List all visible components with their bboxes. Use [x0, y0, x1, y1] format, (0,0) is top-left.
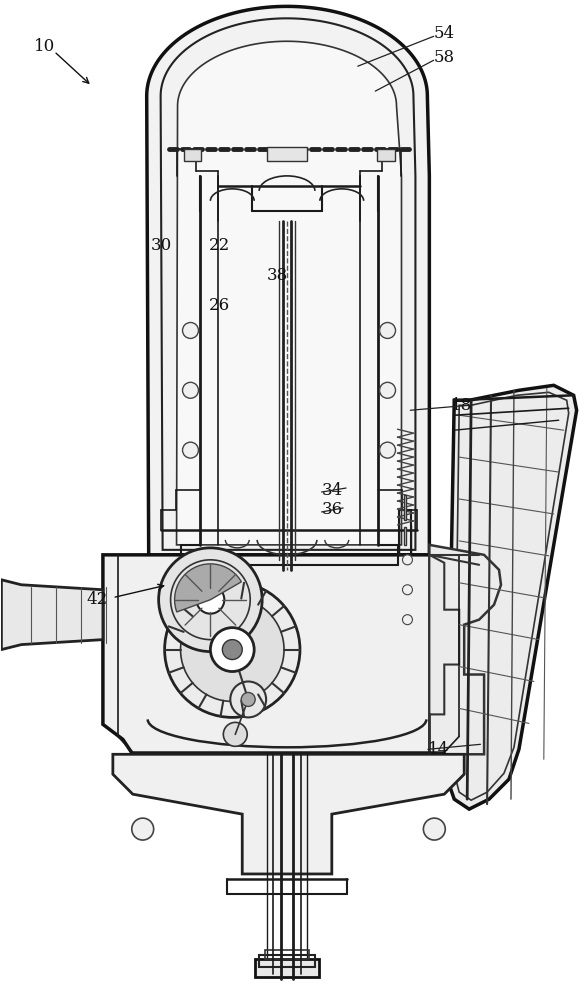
Circle shape — [183, 442, 198, 458]
Text: 30: 30 — [150, 237, 171, 254]
Circle shape — [403, 585, 413, 595]
Text: 38: 38 — [267, 267, 288, 284]
Circle shape — [183, 322, 198, 338]
Circle shape — [183, 382, 198, 398]
Text: 18: 18 — [451, 397, 473, 414]
Circle shape — [131, 818, 154, 840]
Bar — [184, 149, 201, 161]
Circle shape — [241, 692, 255, 706]
Bar — [255, 959, 319, 977]
Polygon shape — [429, 555, 459, 754]
Polygon shape — [174, 564, 241, 612]
Polygon shape — [177, 41, 402, 545]
Circle shape — [230, 681, 266, 717]
Text: 10: 10 — [33, 38, 55, 55]
Text: 42: 42 — [86, 591, 107, 608]
Text: 22: 22 — [209, 237, 230, 254]
Bar — [377, 149, 394, 161]
Circle shape — [181, 598, 284, 701]
Circle shape — [197, 586, 224, 614]
Text: 54: 54 — [434, 25, 455, 42]
Text: 14: 14 — [428, 741, 449, 758]
Polygon shape — [147, 6, 429, 555]
Circle shape — [403, 615, 413, 625]
Circle shape — [222, 640, 242, 660]
Polygon shape — [113, 754, 464, 874]
Polygon shape — [1, 580, 103, 650]
Circle shape — [403, 555, 413, 565]
Circle shape — [380, 382, 396, 398]
Circle shape — [380, 442, 396, 458]
Text: 58: 58 — [434, 49, 455, 66]
Polygon shape — [429, 545, 501, 754]
Bar — [404, 495, 406, 520]
Bar — [265, 950, 309, 959]
Bar — [404, 527, 406, 545]
Bar — [259, 955, 315, 967]
Polygon shape — [447, 385, 576, 809]
Circle shape — [223, 722, 247, 746]
Circle shape — [380, 322, 396, 338]
Text: 26: 26 — [209, 297, 230, 314]
Circle shape — [423, 818, 446, 840]
Text: 34: 34 — [322, 482, 343, 499]
Polygon shape — [103, 555, 474, 754]
Circle shape — [164, 582, 300, 717]
Text: 36: 36 — [322, 501, 343, 518]
Circle shape — [210, 628, 254, 672]
Circle shape — [158, 548, 262, 652]
Bar — [267, 147, 307, 161]
